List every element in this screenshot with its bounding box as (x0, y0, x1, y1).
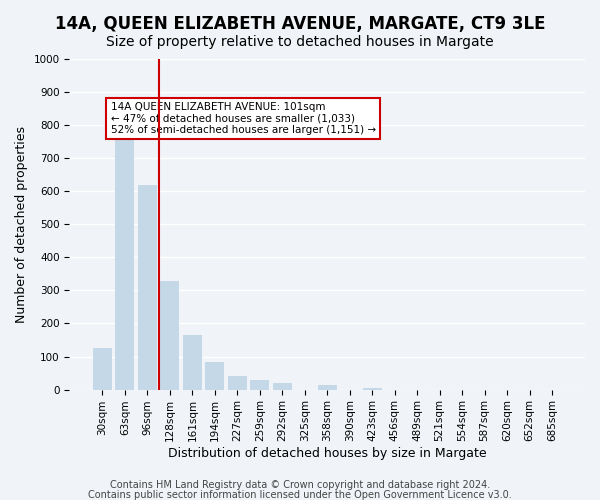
Text: 14A QUEEN ELIZABETH AVENUE: 101sqm
← 47% of detached houses are smaller (1,033)
: 14A QUEEN ELIZABETH AVENUE: 101sqm ← 47%… (110, 102, 376, 135)
Bar (138, 184, 157, 390)
Bar (250, 380, 269, 390)
Bar (93, 348, 112, 390)
Bar (183, 335, 202, 390)
Bar (228, 376, 247, 390)
Bar (205, 362, 224, 390)
X-axis label: Distribution of detached houses by size in Margate: Distribution of detached houses by size … (168, 447, 487, 460)
Bar (362, 388, 382, 390)
Text: Contains public sector information licensed under the Open Government Licence v3: Contains public sector information licen… (88, 490, 512, 500)
Bar (317, 384, 337, 390)
Bar (272, 383, 292, 390)
Text: Contains HM Land Registry data © Crown copyright and database right 2024.: Contains HM Land Registry data © Crown c… (110, 480, 490, 490)
Text: 14A, QUEEN ELIZABETH AVENUE, MARGATE, CT9 3LE: 14A, QUEEN ELIZABETH AVENUE, MARGATE, CT… (55, 15, 545, 33)
Bar (115, 125, 134, 390)
Text: Size of property relative to detached houses in Margate: Size of property relative to detached ho… (106, 35, 494, 49)
Bar (160, 280, 179, 390)
Y-axis label: Number of detached properties: Number of detached properties (15, 126, 28, 323)
